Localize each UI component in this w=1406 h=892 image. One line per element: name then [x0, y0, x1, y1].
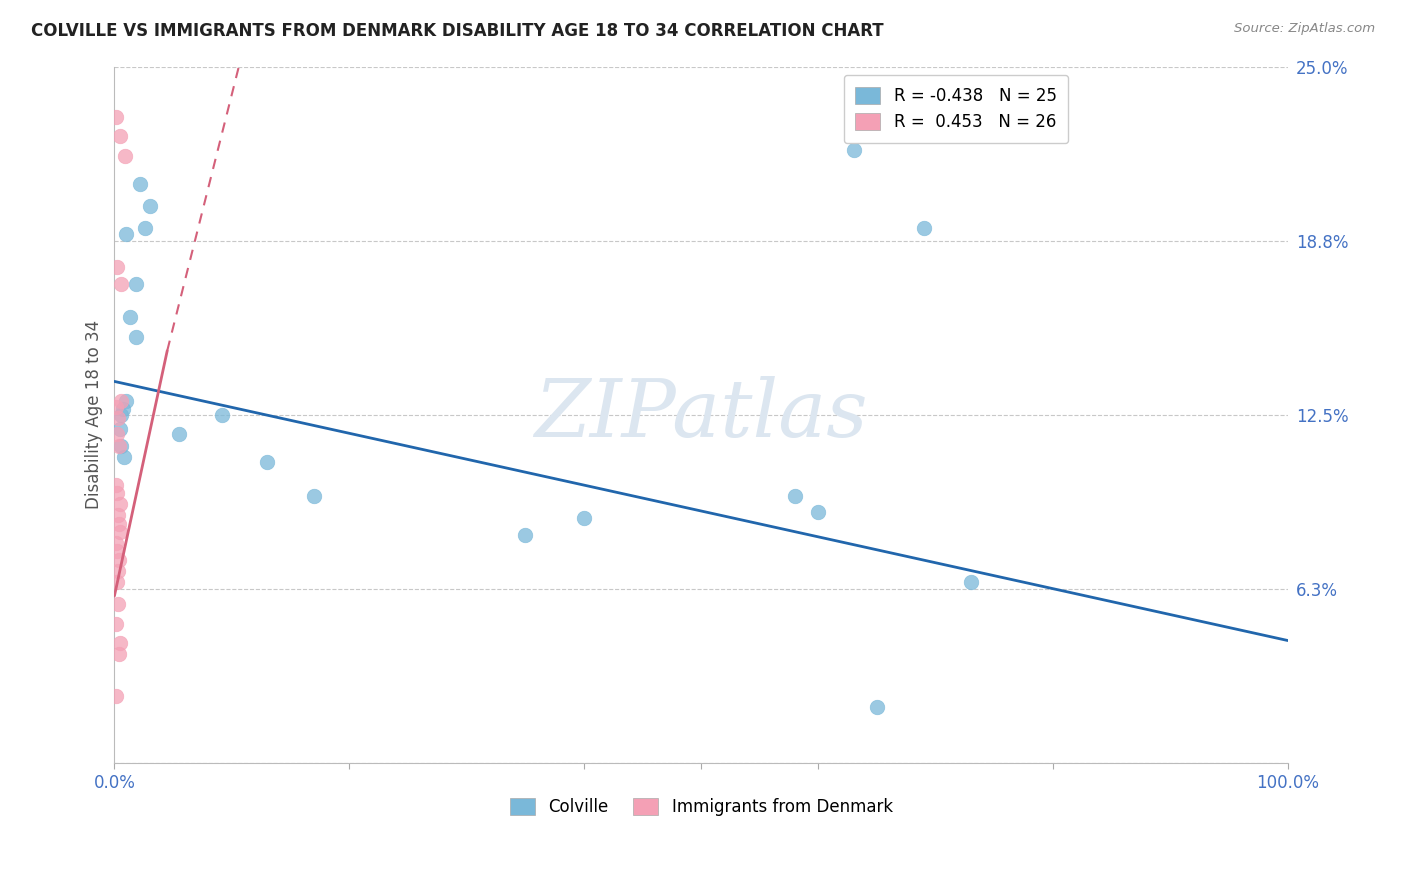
Point — [783, 489, 806, 503]
Point — [110, 277, 132, 291]
Point — [112, 450, 135, 464]
Point — [115, 227, 138, 241]
Point — [960, 575, 983, 590]
Point — [114, 149, 136, 163]
Y-axis label: Disability Age 18 to 34: Disability Age 18 to 34 — [86, 320, 103, 509]
Point — [108, 438, 131, 452]
Point — [167, 427, 190, 442]
Point — [807, 505, 830, 519]
Point — [138, 199, 160, 213]
Point — [134, 221, 156, 235]
Text: ZIPatlas: ZIPatlas — [534, 376, 868, 454]
Point — [118, 310, 141, 325]
Point — [105, 544, 128, 558]
Point — [108, 553, 131, 567]
Point — [124, 330, 146, 344]
Point — [912, 221, 935, 235]
Text: COLVILLE VS IMMIGRANTS FROM DENMARK DISABILITY AGE 18 TO 34 CORRELATION CHART: COLVILLE VS IMMIGRANTS FROM DENMARK DISA… — [31, 22, 883, 40]
Point — [108, 516, 131, 531]
Point — [110, 393, 132, 408]
Point — [107, 508, 129, 523]
Point — [107, 564, 129, 578]
Point — [110, 408, 132, 422]
Point — [104, 477, 127, 491]
Point — [110, 438, 132, 452]
Point — [211, 408, 233, 422]
Point — [107, 410, 129, 425]
Point — [110, 497, 132, 511]
Point — [105, 486, 128, 500]
Point — [110, 524, 132, 539]
Point — [256, 455, 278, 469]
Point — [866, 700, 889, 714]
Legend: Colville, Immigrants from Denmark: Colville, Immigrants from Denmark — [502, 789, 901, 824]
Point — [104, 616, 127, 631]
Point — [572, 511, 595, 525]
Point — [110, 636, 132, 650]
Text: Source: ZipAtlas.com: Source: ZipAtlas.com — [1234, 22, 1375, 36]
Point — [104, 536, 127, 550]
Point — [105, 575, 128, 590]
Point — [110, 129, 132, 144]
Point — [105, 427, 128, 442]
Point — [129, 177, 152, 191]
Point — [115, 393, 138, 408]
Point — [111, 402, 134, 417]
Point — [124, 277, 146, 291]
Point — [104, 400, 127, 414]
Point — [302, 489, 325, 503]
Point — [108, 648, 131, 662]
Point — [110, 422, 132, 436]
Point — [105, 260, 128, 275]
Point — [104, 110, 127, 124]
Point — [513, 527, 536, 541]
Point — [842, 143, 865, 157]
Point — [104, 690, 127, 704]
Point — [107, 597, 129, 611]
